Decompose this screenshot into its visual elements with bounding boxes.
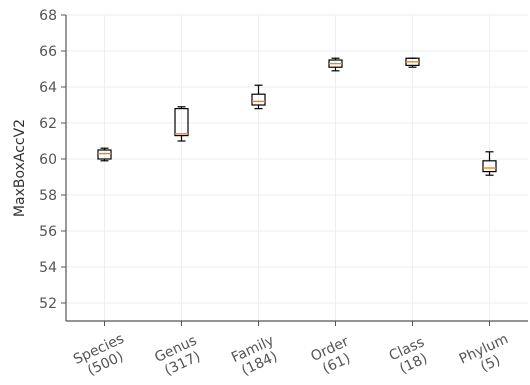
box-family	[251, 84, 266, 110]
y-tick-label: 62	[39, 116, 57, 132]
y-tick-label: 56	[39, 224, 57, 240]
box-phylum	[482, 151, 497, 176]
box-body	[251, 93, 266, 106]
y-axis-label: MaxBoxAccV2	[12, 119, 28, 217]
x-tick-label: Genus(317)	[152, 333, 206, 381]
grid-layer	[66, 14, 528, 321]
box-species	[97, 147, 112, 162]
y-tick-label: 54	[39, 260, 57, 276]
x-tick-layer: Species(500) Genus(317) Family(184) Order(6…	[71, 321, 518, 383]
x-tick-label: Family(184)	[229, 333, 283, 381]
x-tick-label: Order(61)	[308, 334, 358, 380]
box-body	[174, 107, 189, 137]
box-genus	[174, 106, 189, 142]
box-class	[405, 57, 420, 68]
box-order	[328, 57, 343, 72]
x-tick-label: Species(500)	[71, 331, 133, 383]
y-tick-label: 66	[39, 44, 57, 60]
axis-layer	[65, 15, 528, 322]
y-tick-label: 68	[39, 8, 57, 24]
y-tick-label: 58	[39, 188, 57, 204]
box-body	[482, 160, 497, 173]
y-tick-label: 64	[39, 80, 57, 96]
box-body	[97, 149, 112, 160]
y-tick-label: 52	[39, 296, 57, 312]
x-tick-label: Class(18)	[387, 334, 434, 379]
x-tick-label-count: (5)	[478, 352, 503, 375]
box-layer	[97, 57, 497, 176]
y-tick-layer: 52 54 56 58 60 62 64 66 68	[39, 8, 66, 312]
y-tick-label: 60	[39, 152, 57, 168]
x-tick-label: Phylum(5)	[457, 331, 518, 382]
